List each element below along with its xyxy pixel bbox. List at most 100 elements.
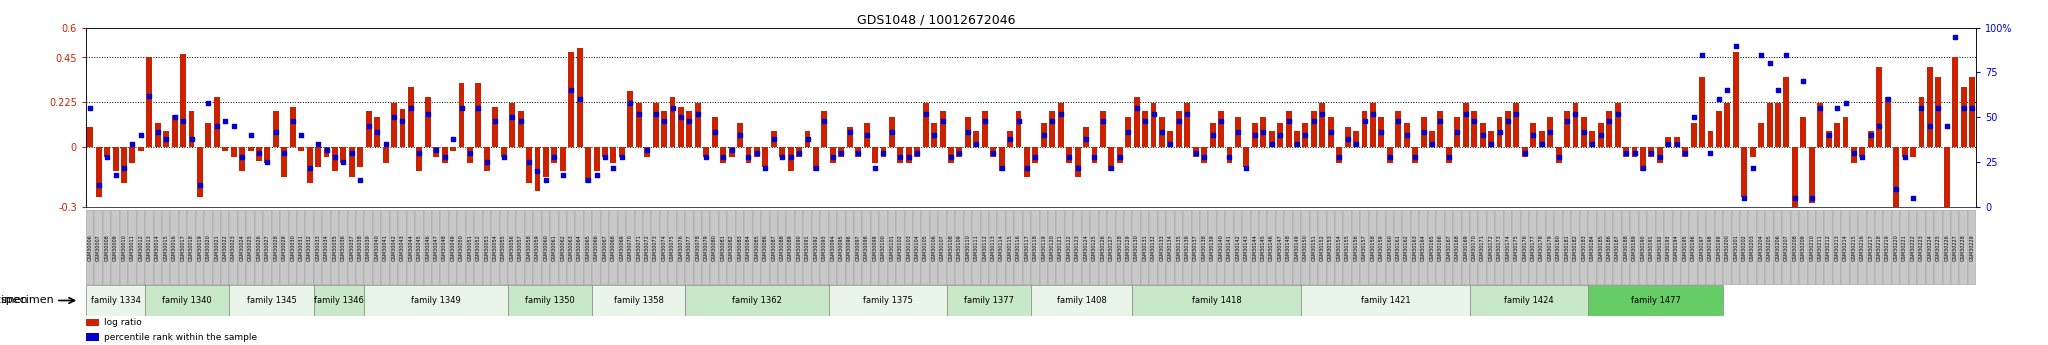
Point <box>1423 118 1456 124</box>
Point <box>809 118 842 124</box>
Text: GSM30186: GSM30186 <box>1608 234 1612 261</box>
Point <box>825 150 858 156</box>
Text: GSM30139: GSM30139 <box>1210 234 1214 261</box>
Bar <box>330 210 340 285</box>
Text: GSM30060: GSM30060 <box>543 234 549 261</box>
Bar <box>1497 117 1503 147</box>
Bar <box>1767 104 1772 147</box>
Point <box>1442 129 1475 135</box>
Text: GSM30020: GSM30020 <box>207 234 211 261</box>
Bar <box>1335 147 1341 163</box>
Text: GSM30110: GSM30110 <box>965 234 971 261</box>
Point <box>1956 106 1989 111</box>
Text: GSM30197: GSM30197 <box>1700 234 1704 261</box>
Text: GSM30147: GSM30147 <box>1278 234 1282 261</box>
Bar <box>1233 210 1243 285</box>
Bar <box>897 147 903 163</box>
Bar <box>1386 147 1393 163</box>
Text: GSM30129: GSM30129 <box>1126 234 1130 261</box>
Text: GSM30158: GSM30158 <box>1370 234 1376 261</box>
Bar <box>1960 210 1968 285</box>
Bar <box>508 285 592 316</box>
Text: GSM30151: GSM30151 <box>1311 234 1317 261</box>
Bar <box>645 147 649 157</box>
Text: GSM30062: GSM30062 <box>561 234 565 261</box>
Bar <box>653 104 659 147</box>
Bar <box>686 210 694 285</box>
Bar <box>940 111 946 147</box>
Bar <box>1690 210 1698 285</box>
Bar <box>1049 111 1055 147</box>
Text: family 1346: family 1346 <box>313 296 365 305</box>
Point <box>1204 118 1237 124</box>
Text: GSM30111: GSM30111 <box>973 234 979 261</box>
Point <box>1939 34 1972 39</box>
Bar <box>594 147 600 171</box>
Point <box>817 154 850 159</box>
Bar <box>922 210 930 285</box>
Text: GSM30039: GSM30039 <box>367 234 371 261</box>
Text: GSM30084: GSM30084 <box>745 234 752 261</box>
Bar <box>162 210 170 285</box>
Point <box>1829 100 1862 106</box>
Bar <box>719 210 727 285</box>
Point <box>352 124 385 129</box>
Bar <box>272 210 281 285</box>
Text: family 1408: family 1408 <box>1057 296 1106 305</box>
Bar <box>516 210 524 285</box>
Bar <box>1733 51 1739 147</box>
Point <box>623 111 655 117</box>
Text: GSM30013: GSM30013 <box>147 234 152 261</box>
Text: GSM30195: GSM30195 <box>1683 234 1688 261</box>
Bar <box>1944 147 1950 217</box>
Bar <box>551 147 557 163</box>
Point <box>412 111 444 117</box>
Text: GSM30228: GSM30228 <box>1962 234 1966 261</box>
Bar <box>805 131 811 147</box>
Bar <box>702 147 709 157</box>
Bar <box>86 210 94 285</box>
Bar <box>88 127 94 147</box>
Text: GSM30106: GSM30106 <box>932 234 936 261</box>
Point <box>1880 186 1913 192</box>
Bar <box>1573 104 1579 147</box>
Bar <box>1327 117 1333 147</box>
Bar <box>1733 210 1741 285</box>
Bar <box>735 210 743 285</box>
Bar <box>375 117 381 147</box>
Text: GSM30122: GSM30122 <box>1067 234 1071 261</box>
Text: GSM30033: GSM30033 <box>315 234 322 261</box>
Text: GSM30155: GSM30155 <box>1346 234 1350 261</box>
Bar <box>365 285 508 316</box>
Point <box>1466 132 1499 138</box>
Point <box>1356 111 1389 117</box>
Point <box>698 129 731 135</box>
Point <box>1298 118 1331 124</box>
Text: family 1334: family 1334 <box>90 296 141 305</box>
Bar <box>1817 210 1825 285</box>
Bar <box>1378 117 1384 147</box>
Point <box>1153 141 1186 147</box>
Point <box>158 115 190 120</box>
Bar <box>743 210 754 285</box>
Bar <box>567 51 573 147</box>
Text: GSM30022: GSM30022 <box>223 234 227 261</box>
Point <box>1686 52 1718 57</box>
Bar <box>694 210 702 285</box>
Point <box>1550 118 1583 124</box>
Bar <box>973 131 979 147</box>
Bar <box>1724 104 1731 147</box>
Point <box>150 136 182 141</box>
Bar <box>1681 210 1690 285</box>
Text: GSM30043: GSM30043 <box>399 234 406 261</box>
Text: GSM30144: GSM30144 <box>1251 234 1257 261</box>
Text: GSM30109: GSM30109 <box>956 234 963 261</box>
Bar <box>1554 210 1563 285</box>
Bar <box>559 147 565 171</box>
Bar <box>467 147 473 163</box>
Point <box>1036 118 1069 124</box>
Bar <box>451 147 457 151</box>
Bar <box>635 104 641 147</box>
Bar <box>1903 147 1907 157</box>
Bar <box>1487 210 1495 285</box>
